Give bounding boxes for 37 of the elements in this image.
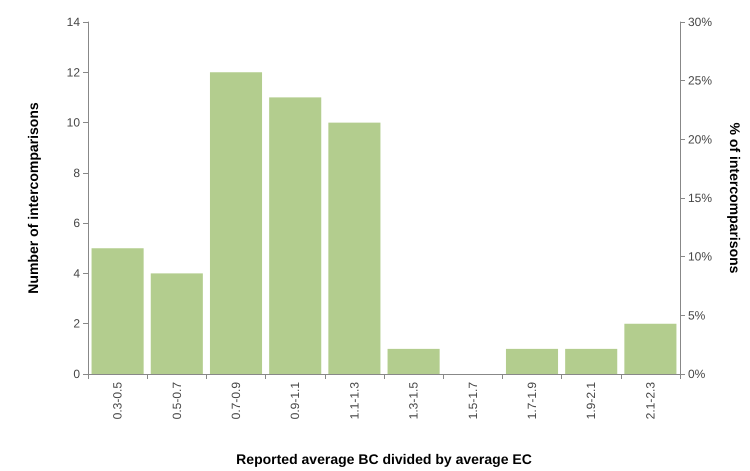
y-tick-label: 8 <box>73 166 80 180</box>
bar <box>565 348 618 374</box>
x-tick-label: 1.7-1.9 <box>525 382 539 420</box>
x-tick-label: 1.3-1.5 <box>406 382 421 420</box>
y-tick-label: 12 <box>66 65 80 80</box>
bar <box>210 72 262 374</box>
x-tick-label: 0.3-0.5 <box>110 382 125 420</box>
bar <box>92 248 144 374</box>
y2-axis-title: % of intercomparisons <box>727 122 743 274</box>
y-tick-label: 10 <box>66 116 80 130</box>
y2-tick-label: 0% <box>688 367 706 381</box>
bar <box>624 324 676 374</box>
x-tick-label: 1.1-1.3 <box>347 382 362 420</box>
y-axis-title: Number of intercomparisons <box>25 102 41 294</box>
y-tick-label: 0 <box>73 367 80 381</box>
y2-tick-label: 20% <box>688 132 712 146</box>
bar <box>328 122 380 374</box>
y2-tick-label: 15% <box>688 191 712 205</box>
y2-tick-label: 10% <box>688 250 712 264</box>
y-tick-label: 14 <box>66 15 80 29</box>
x-tick-label: 0.9-1.1 <box>288 382 302 420</box>
y-tick-label: 6 <box>73 216 80 230</box>
bar <box>269 97 322 374</box>
y-tick-label: 2 <box>73 316 80 331</box>
x-tick-label: 0.5-0.7 <box>170 382 184 420</box>
y2-tick-label: 30% <box>688 15 712 29</box>
bar <box>388 348 440 374</box>
y2-tick-label: 25% <box>688 74 712 88</box>
x-axis-title: Reported average BC divided by average EC <box>236 451 532 467</box>
bar <box>506 348 558 374</box>
bar <box>150 273 203 374</box>
x-tick-label: 2.1-2.3 <box>643 382 658 420</box>
x-tick-label: 1.5-1.7 <box>466 382 480 420</box>
y-tick-label: 4 <box>73 266 80 280</box>
y2-tick-label: 5% <box>688 308 706 322</box>
x-tick-label: 0.7-0.9 <box>229 382 243 420</box>
x-tick-label: 1.9-2.1 <box>584 382 598 420</box>
